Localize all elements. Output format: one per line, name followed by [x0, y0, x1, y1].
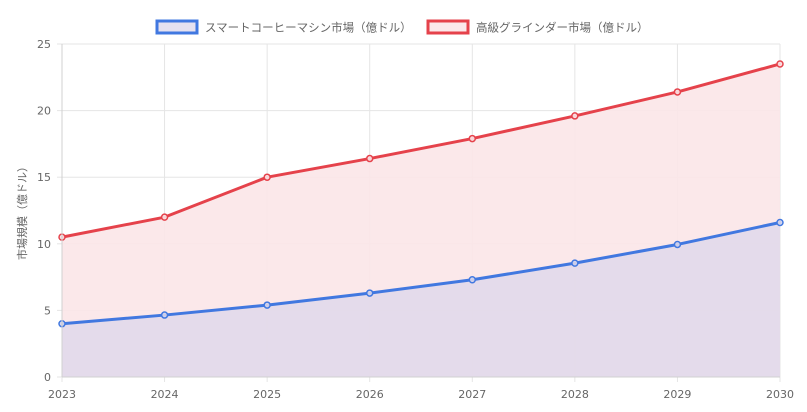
data-point[interactable] [160, 311, 169, 319]
data-point[interactable] [776, 218, 784, 227]
legend-swatch [426, 19, 470, 35]
data-point[interactable] [468, 134, 477, 143]
legend-item-1[interactable]: スマートコーヒーマシン市場（億ドル） [155, 19, 412, 35]
x-tick-label: 2030 [766, 388, 794, 401]
series-fills [62, 63, 780, 377]
series-line-1 [60, 220, 782, 326]
series-line-2 [60, 62, 782, 239]
data-point[interactable] [571, 112, 579, 120]
data-points [58, 60, 784, 328]
x-tick-label: 2024 [151, 388, 179, 401]
series-area-fill-1 [62, 222, 780, 377]
data-point[interactable] [468, 276, 477, 284]
x-tick-label: 2029 [663, 388, 691, 401]
x-tick-label: 2025 [253, 388, 281, 401]
x-tick-label: 2026 [356, 388, 384, 401]
data-point[interactable] [365, 289, 374, 297]
y-tick-label: 25 [37, 38, 51, 51]
y-tick-label: 20 [37, 105, 51, 118]
data-point[interactable] [263, 301, 271, 309]
x-tick-label: 2027 [458, 388, 486, 401]
legend-label: スマートコーヒーマシン市場（億ドル） [205, 21, 412, 35]
x-tick-label: 2028 [561, 388, 589, 401]
y-tick-label: 5 [44, 304, 51, 317]
series-lines [60, 62, 782, 326]
y-tick-label: 10 [37, 238, 51, 251]
legend-item-2[interactable]: 高級グラインダー市場（億ドル） [426, 19, 649, 35]
data-point[interactable] [571, 259, 579, 267]
legend[interactable]: スマートコーヒーマシン市場（億ドル） 高級グラインダー市場（億ドル） [155, 19, 649, 35]
data-point[interactable] [673, 88, 682, 96]
data-point[interactable] [365, 154, 374, 163]
data-point[interactable] [776, 60, 784, 68]
y-axis-title: 市場規模（億ドル） [15, 161, 29, 260]
legend-label: 高級グラインダー市場（億ドル） [476, 21, 649, 35]
data-point[interactable] [263, 173, 271, 181]
data-point[interactable] [160, 213, 169, 221]
x-tick-label: 2023 [48, 388, 76, 401]
data-point[interactable] [673, 240, 682, 249]
y-tick-label: 15 [37, 171, 51, 184]
y-tick-label: 0 [44, 371, 51, 384]
legend-swatch [155, 19, 199, 35]
